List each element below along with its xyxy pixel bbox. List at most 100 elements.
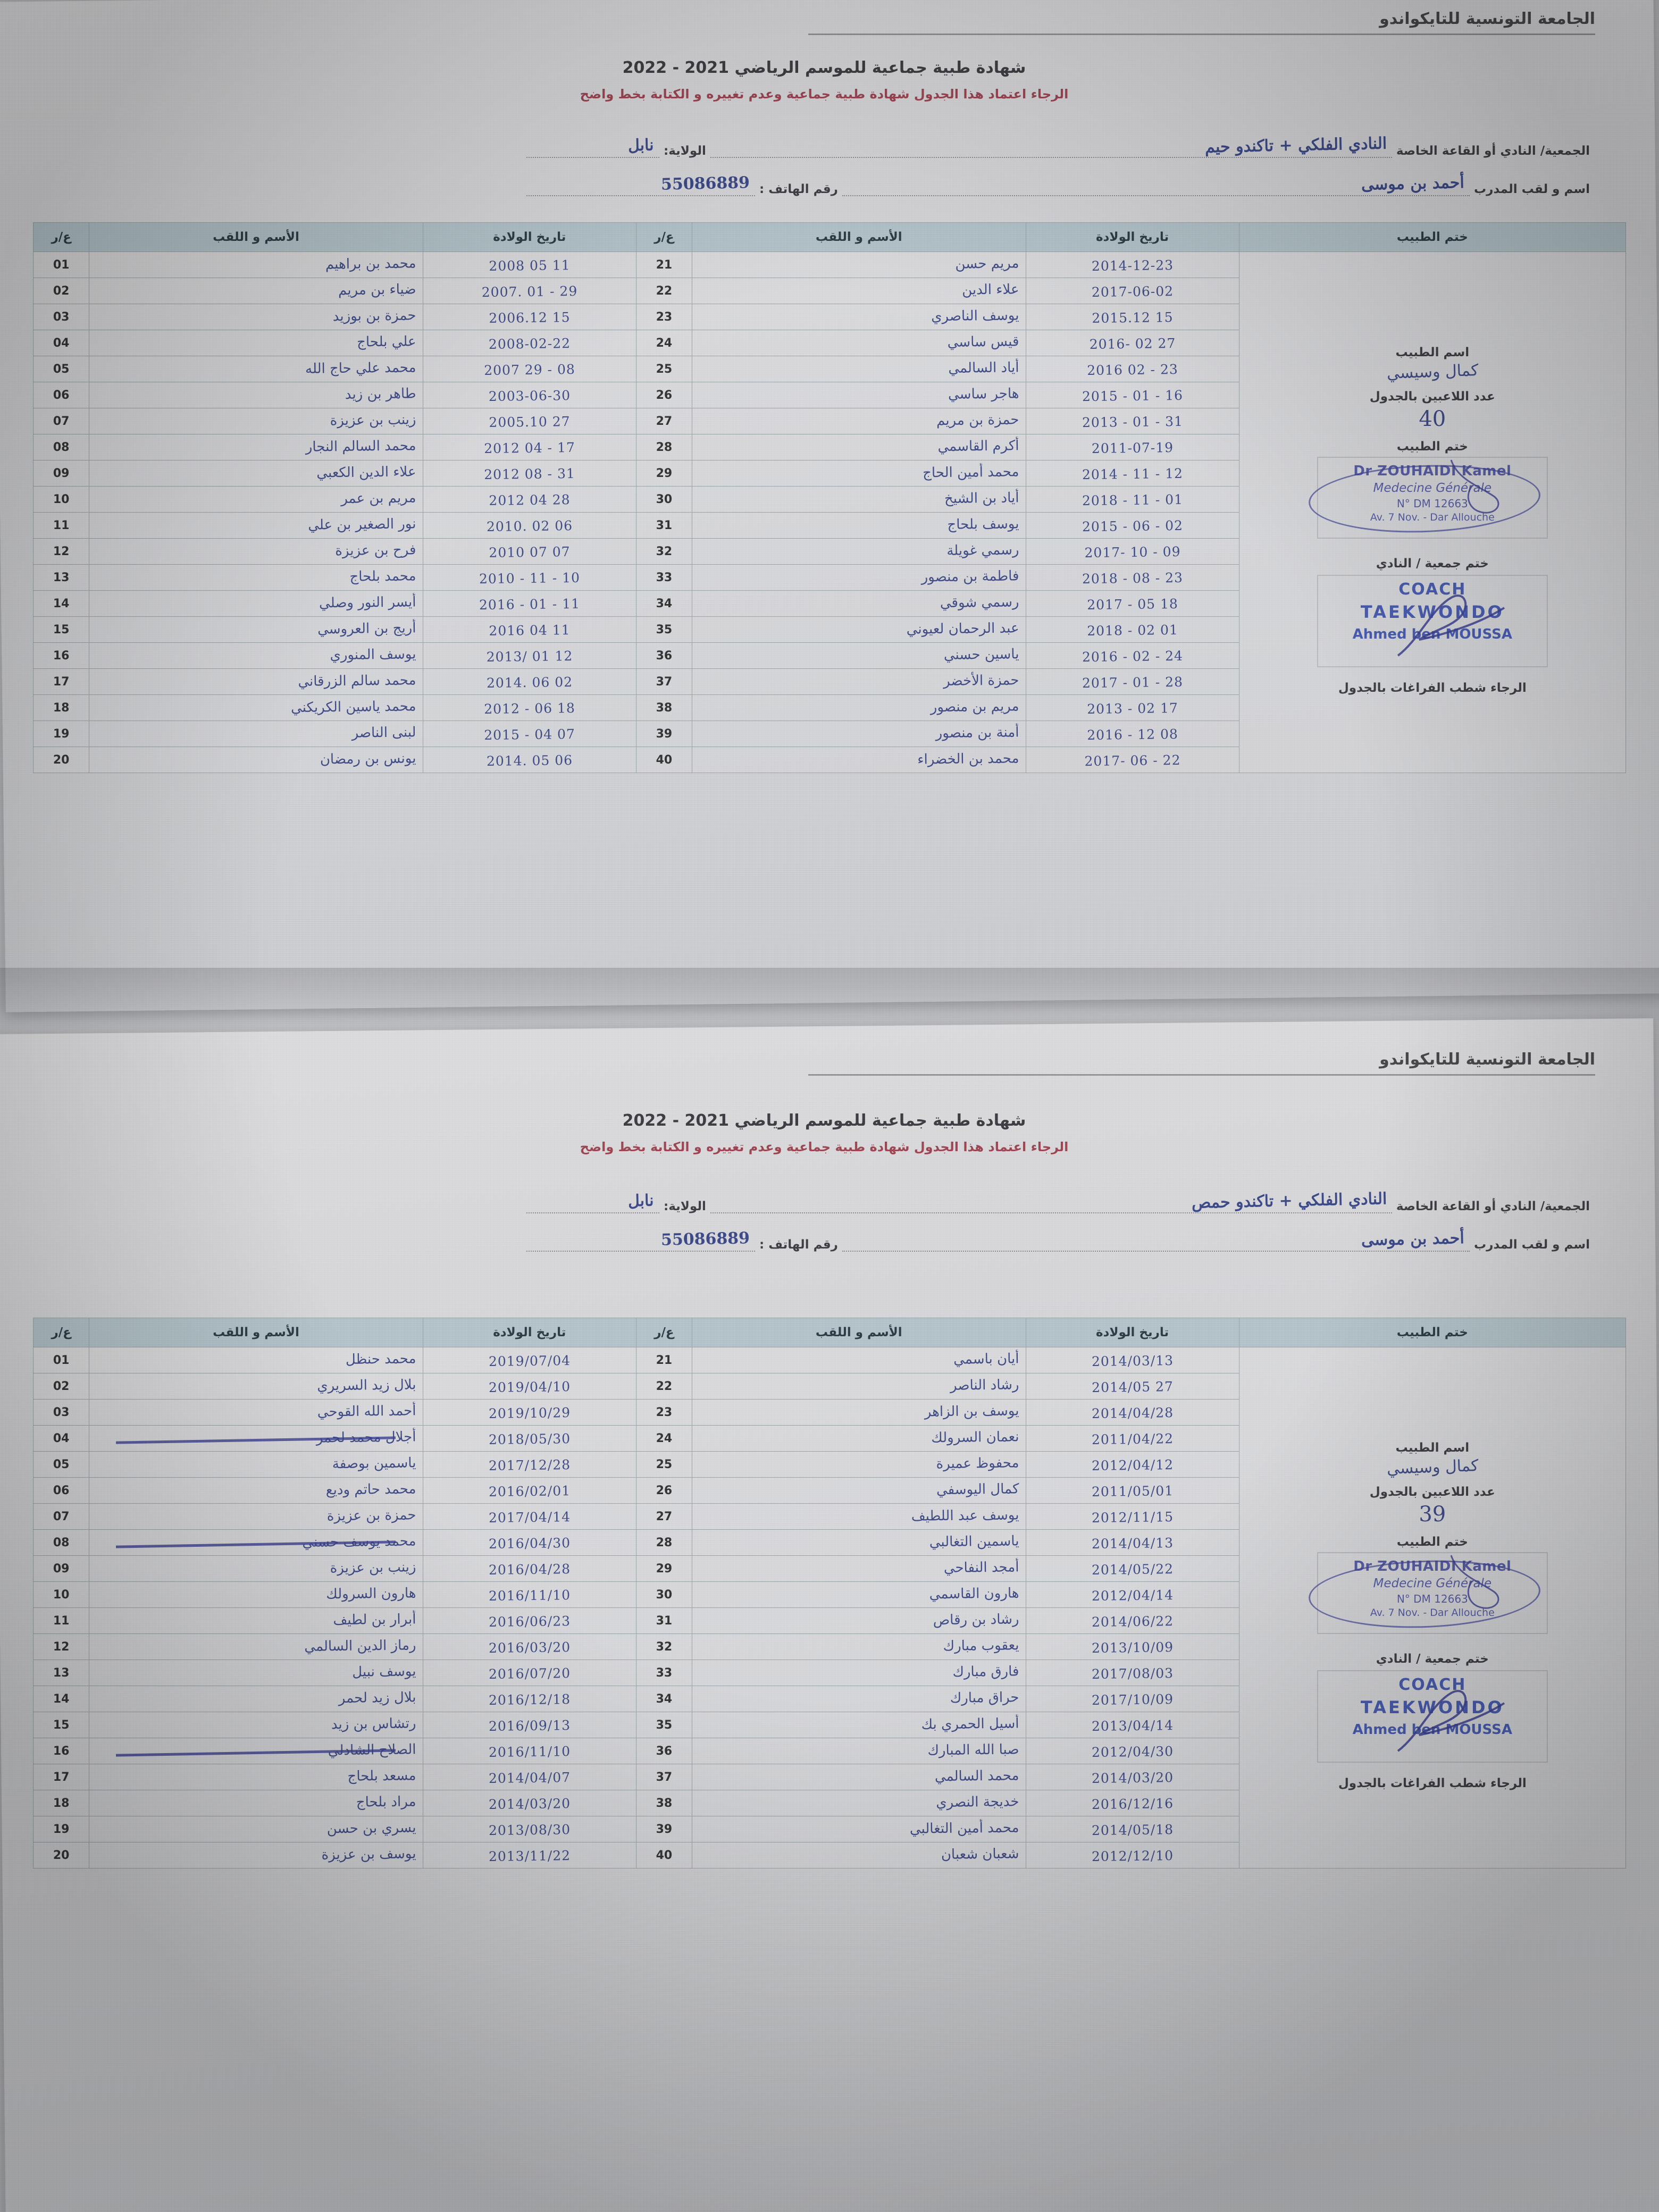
- table-row[interactable]: اسم الطبيب كمال وسيسي عدد اللاعبين بالجدول…: [32, 252, 1627, 773]
- cell-dob-right[interactable]: 2014 - 11 - 12: [1025, 460, 1239, 487]
- cell-name-right[interactable]: يوسف الناصري: [692, 304, 1026, 330]
- cell-name-left[interactable]: علاء الدين الكعبي: [89, 460, 423, 487]
- cell-dob-right[interactable]: 2017- 10 - 09: [1025, 538, 1239, 565]
- table-row[interactable]: 2014/03/20 محمد السالمي 37 2014/04/07 مسعد ب…: [32, 1764, 1626, 1790]
- cell-dob-right[interactable]: 2012/04/30: [1025, 1738, 1239, 1764]
- cell-name-left[interactable]: نور الصغير بن علي: [89, 512, 423, 539]
- cell-name-right[interactable]: يوسف عبد اللطيف: [692, 1503, 1026, 1530]
- table-row[interactable]: اسم الطبيب كمال وسيسي عدد اللاعبين بالجدول…: [32, 1347, 1627, 1869]
- table-row[interactable]: 2013/10/09 يعقوب مبارك 32 2016/03/20 رماز ال…: [32, 1633, 1626, 1660]
- cell-dob-right[interactable]: 2017- 06 - 22: [1025, 747, 1239, 773]
- cell-dob-right[interactable]: 2016 02 - 23: [1025, 356, 1239, 382]
- table-row[interactable]: 2017/10/09 حراق مبارك 34 2016/12/18 بلال زيد…: [32, 1686, 1626, 1712]
- cell-name-right[interactable]: محمد أمين الحاج: [692, 460, 1026, 487]
- cell-dob-left[interactable]: 2014. 05 06: [422, 747, 636, 773]
- cell-dob-right[interactable]: 2017-06-02: [1025, 278, 1239, 304]
- club-input[interactable]: النادي الفلكي + تاكندو حيم: [710, 134, 1392, 158]
- cell-name-right[interactable]: أسيل الحمري بك: [692, 1712, 1026, 1738]
- cell-name-right[interactable]: قيس ساسي: [692, 330, 1026, 356]
- cell-dob-left[interactable]: 2012 04 - 17: [422, 434, 636, 460]
- cell-name-left[interactable]: رماز الدين السالمي: [89, 1633, 423, 1660]
- cell-dob-left[interactable]: 2013/08/30: [422, 1816, 636, 1842]
- cell-dob-right[interactable]: 2016- 02 27: [1025, 330, 1239, 356]
- cell-name-left[interactable]: محمد ياسين الكريكني: [89, 694, 423, 721]
- cell-name-right[interactable]: يوسف بلحاج: [692, 512, 1026, 539]
- cell-dob-left[interactable]: 2014/04/07: [422, 1764, 636, 1790]
- cell-name-left[interactable]: أحمد الله القوحي: [89, 1399, 423, 1426]
- cell-dob-right[interactable]: 2014/03/20: [1025, 1764, 1239, 1790]
- cell-name-right[interactable]: عبد الرحمان لعيوني: [692, 616, 1026, 643]
- cell-name-right[interactable]: فاطمة بن منصور: [692, 564, 1026, 591]
- cell-dob-right[interactable]: 2013/04/14: [1025, 1712, 1239, 1738]
- cell-dob-left[interactable]: 2016/04/28: [422, 1555, 636, 1582]
- cell-dob-right[interactable]: 2014/04/28: [1025, 1399, 1239, 1426]
- cell-dob-left[interactable]: 2017/04/14: [422, 1503, 636, 1530]
- cell-dob-right[interactable]: 2014-12-23: [1025, 252, 1239, 278]
- table-row[interactable]: 2017- 10 - 09 رسمي غويلة 32 2010 07 07 فرح ب…: [32, 538, 1626, 565]
- cell-name-right[interactable]: رشاد الناصر: [692, 1373, 1026, 1400]
- cell-dob-left[interactable]: 2008 05 11: [422, 252, 636, 278]
- cell-dob-right[interactable]: 2012/11/15: [1025, 1503, 1239, 1530]
- cell-name-left[interactable]: رتشاس بن زيد: [89, 1712, 423, 1738]
- table-row[interactable]: 2018 - 11 - 01 أياد بن الشيخ 30 2012 04 28 م…: [32, 486, 1626, 513]
- coach-input-2[interactable]: أحمد بن موسى: [842, 1229, 1470, 1252]
- cell-name-left[interactable]: حمزة بن بوزيد: [89, 304, 423, 330]
- cell-name-right[interactable]: رسمي غويلة: [692, 538, 1026, 565]
- cell-name-right[interactable]: أياد بن الشيخ: [692, 486, 1026, 513]
- cell-dob-left[interactable]: 2007. 01 - 29: [422, 278, 636, 304]
- cell-dob-left[interactable]: 2013/ 01 12: [422, 642, 636, 669]
- cell-name-left[interactable]: محمد علي حاج الله: [89, 356, 423, 382]
- cell-dob-left[interactable]: 2016/09/13: [422, 1712, 636, 1738]
- cell-dob-right[interactable]: 2013 - 02 17: [1025, 694, 1239, 721]
- cell-name-left[interactable]: حمزة بن عزيزة: [89, 1503, 423, 1530]
- cell-name-right[interactable]: كمال اليوسفي: [692, 1477, 1026, 1504]
- table-row[interactable]: 2016 02 - 23 أياد السالمي 25 2007 29 - 08 مح…: [32, 356, 1626, 382]
- cell-dob-left[interactable]: 2006.12 15: [422, 304, 636, 330]
- cell-dob-left[interactable]: 2012 04 28: [422, 486, 636, 513]
- cell-dob-left[interactable]: 2015 - 04 07: [422, 720, 636, 747]
- cell-dob-left[interactable]: 2016/11/10: [422, 1581, 636, 1608]
- cell-name-right[interactable]: هارون القاسمي: [692, 1581, 1026, 1608]
- table-row[interactable]: 2016/12/16 خديجة النصري 38 2014/03/20 مراد ب…: [32, 1790, 1626, 1816]
- cell-dob-right[interactable]: 2015 - 06 - 02: [1025, 512, 1239, 539]
- cell-name-left[interactable]: بلال زيد السريري: [89, 1373, 423, 1400]
- cell-dob-left[interactable]: 2010 07 07: [422, 538, 636, 565]
- cell-dob-left[interactable]: 2016/02/01: [422, 1477, 636, 1504]
- cell-dob-right[interactable]: 2017 - 05 18: [1025, 590, 1239, 617]
- cell-dob-right[interactable]: 2018 - 02 01: [1025, 616, 1239, 643]
- cell-dob-left[interactable]: 2014/03/20: [422, 1790, 636, 1816]
- table-row[interactable]: 2017-06-02 علاء الدين 22 2007. 01 - 29 ضياء …: [32, 278, 1626, 304]
- cell-name-left[interactable]: محمد بلحاج: [89, 564, 423, 591]
- table-row[interactable]: 2014/06/22 رشاد بن رقاص 31 2016/06/23 أبرار …: [32, 1607, 1626, 1634]
- cell-dob-left[interactable]: 2008-02-22: [422, 330, 636, 356]
- cell-name-right[interactable]: محمد أمين التغالبي: [692, 1816, 1026, 1842]
- table-row[interactable]: 2012/04/30 صبا الله المبارك 36 2016/11/10 ال…: [32, 1738, 1626, 1764]
- cell-name-left[interactable]: أبرار بن لطيف: [89, 1607, 423, 1634]
- cell-name-right[interactable]: ياسمين التغالبي: [692, 1529, 1026, 1556]
- cell-dob-right[interactable]: 2012/04/14: [1025, 1581, 1239, 1608]
- cell-dob-left[interactable]: 2016/04/30: [422, 1529, 636, 1556]
- cell-dob-left[interactable]: 2019/07/04: [422, 1347, 636, 1373]
- cell-name-right[interactable]: مريم حسن: [692, 252, 1026, 278]
- cell-dob-left[interactable]: 2016/12/18: [422, 1686, 636, 1712]
- cell-name-right[interactable]: يوسف بن الزاهر: [692, 1399, 1026, 1426]
- cell-dob-left[interactable]: 2012 08 - 31: [422, 460, 636, 487]
- cell-name-left[interactable]: لبنى الناصر: [89, 720, 423, 747]
- cell-dob-right[interactable]: 2014/03/13: [1025, 1347, 1239, 1373]
- table-row[interactable]: 2012/04/12 محفوظ عميرة 25 2017/12/28 ياسمين …: [32, 1451, 1626, 1478]
- cell-name-left[interactable]: أيسر النور وصلي: [89, 590, 423, 617]
- cell-name-right[interactable]: أكرم القاسمي: [692, 434, 1026, 460]
- cell-name-left[interactable]: محمد بن براهيم: [89, 252, 423, 278]
- cell-dob-right[interactable]: 2013/10/09: [1025, 1633, 1239, 1660]
- cell-name-right[interactable]: هاجر ساسي: [692, 382, 1026, 408]
- table-row[interactable]: 2017 - 05 18 رسمي شوقي 34 2016 - 01 - 11 أيس…: [32, 590, 1626, 617]
- cell-name-right[interactable]: صبا الله المبارك: [692, 1738, 1026, 1764]
- cell-name-right[interactable]: حمزة الأخضر: [692, 668, 1026, 695]
- cell-name-left[interactable]: محمد يوسف حسني: [89, 1529, 423, 1556]
- phone-input-2[interactable]: 55086889: [526, 1229, 755, 1252]
- cell-dob-right[interactable]: 2018 - 08 - 23: [1025, 564, 1239, 591]
- cell-dob-left[interactable]: 2007 29 - 08: [422, 356, 636, 382]
- cell-dob-right[interactable]: 2012/04/12: [1025, 1451, 1239, 1478]
- cell-name-right[interactable]: خديجة النصري: [692, 1790, 1026, 1816]
- cell-name-right[interactable]: فارق مبارك: [692, 1660, 1026, 1686]
